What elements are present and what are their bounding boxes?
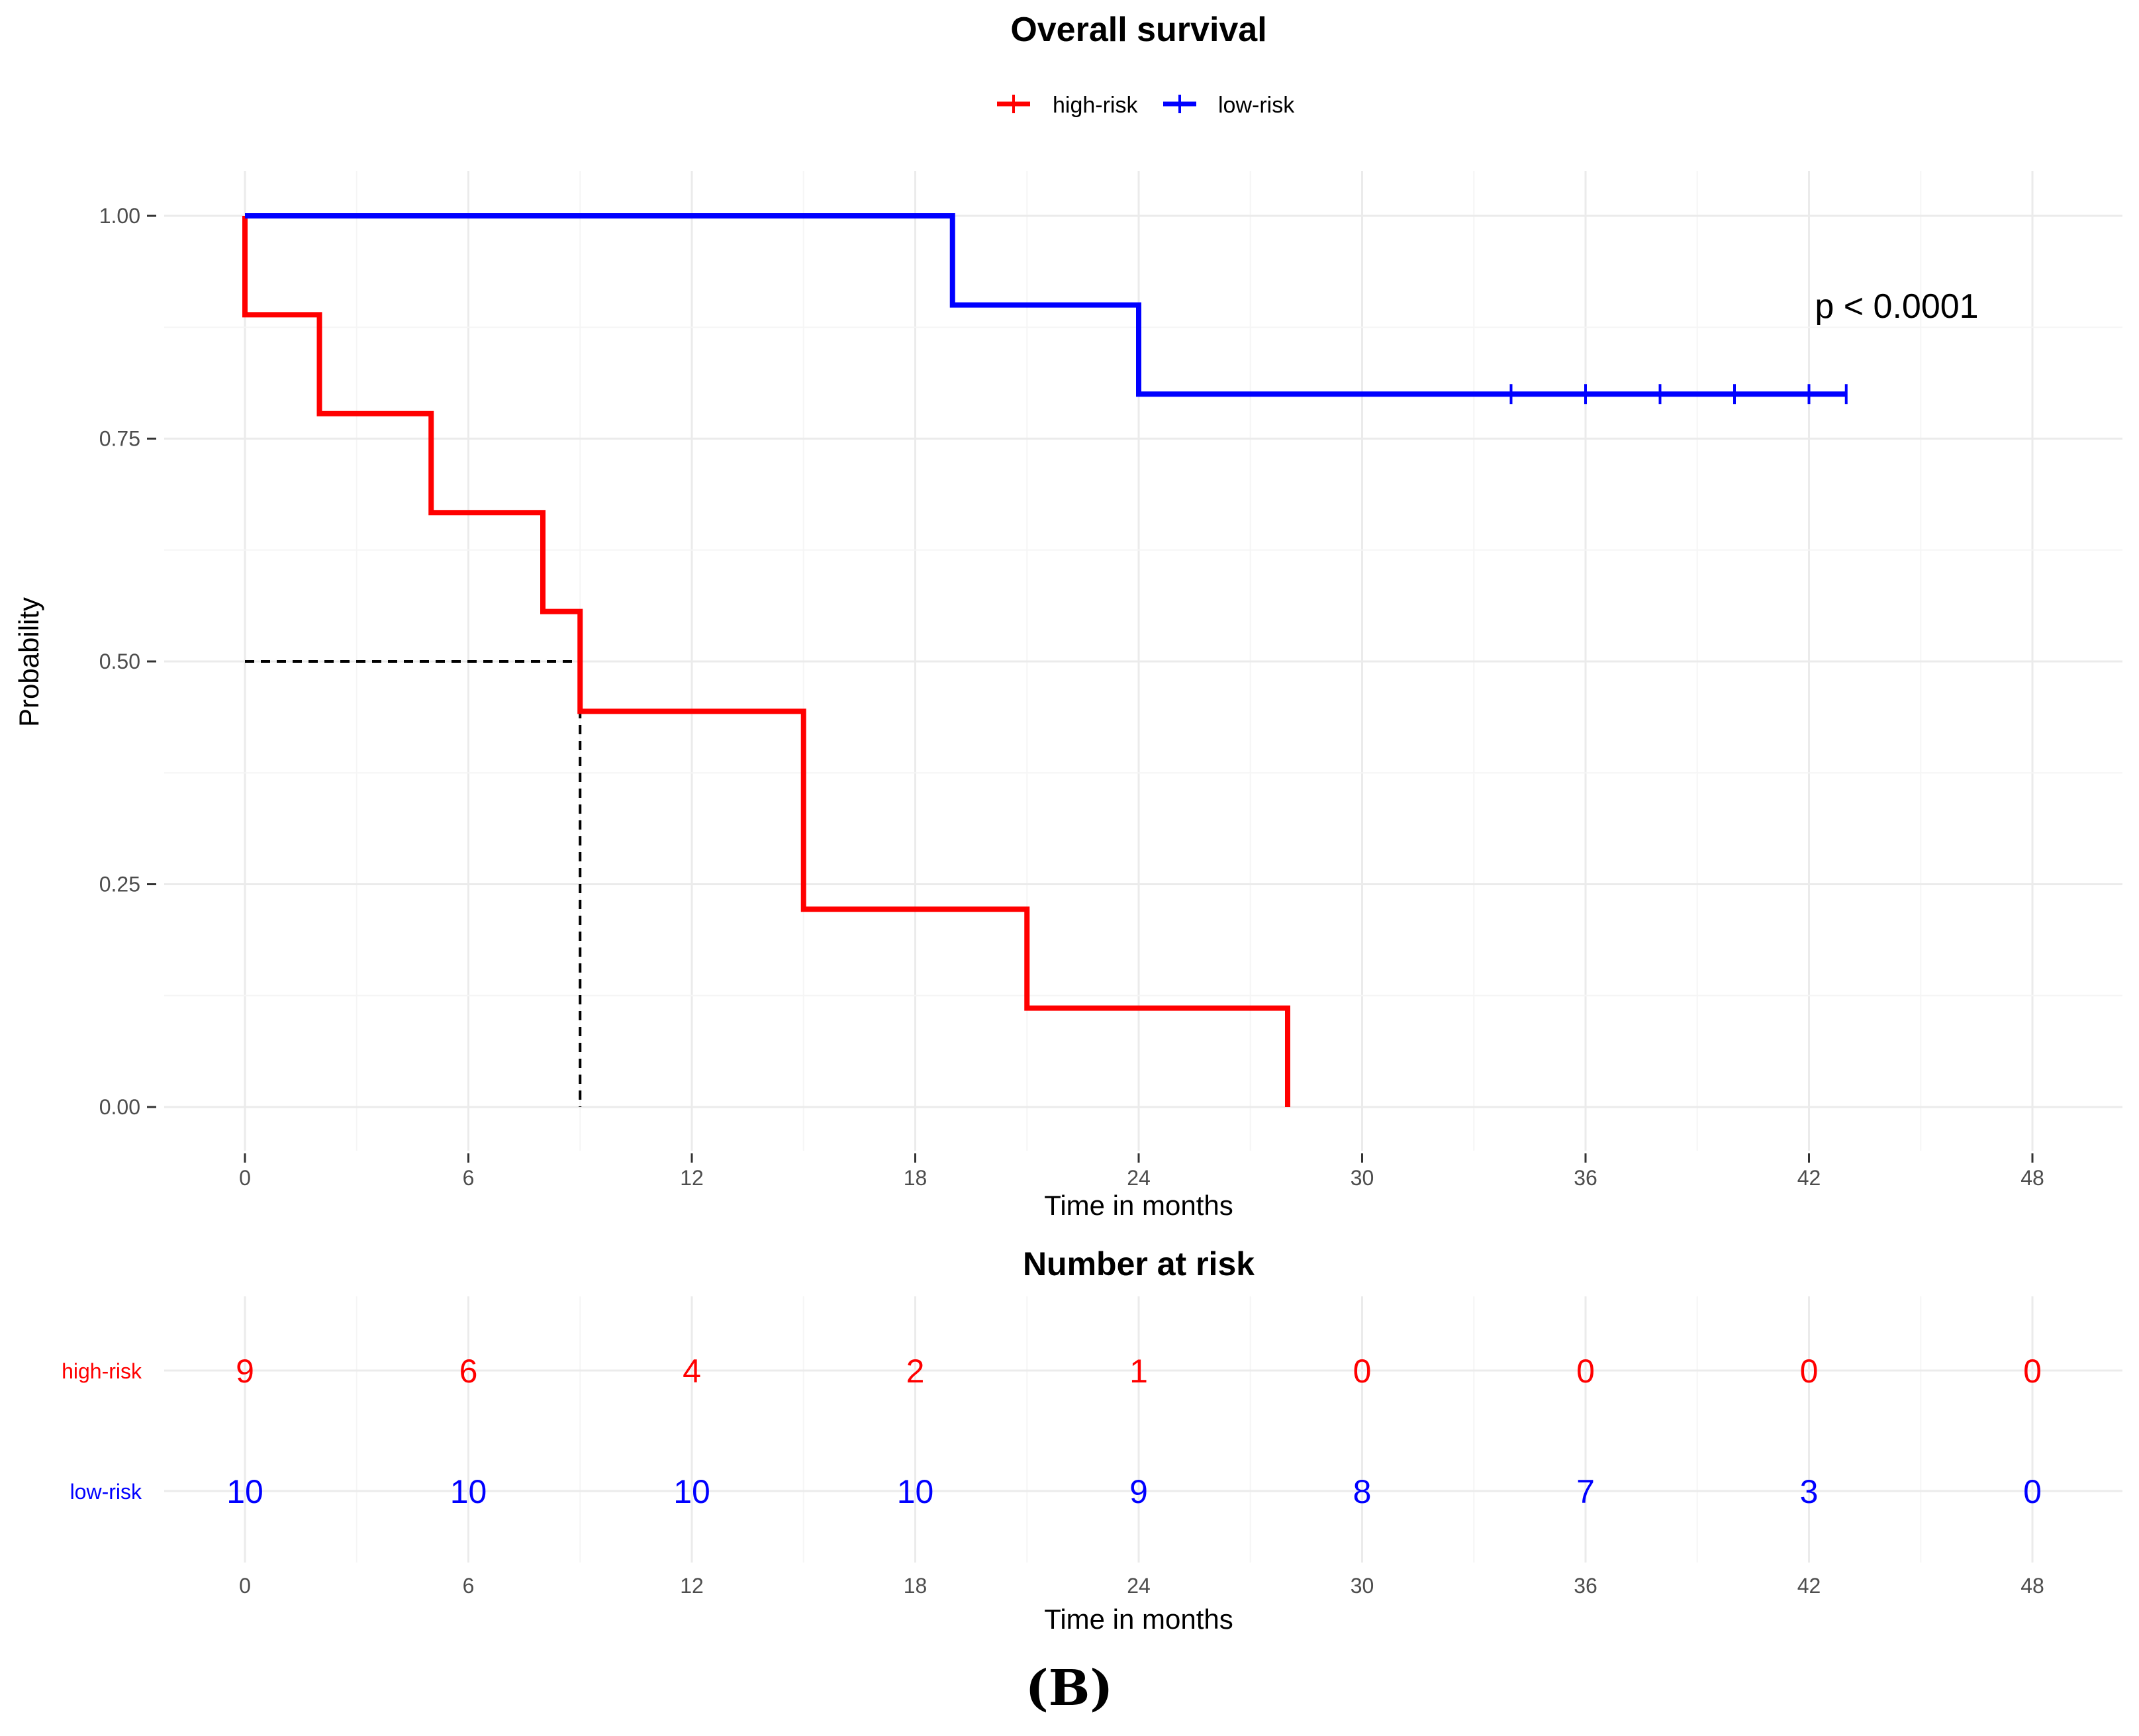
risk-count-low-risk: 8 xyxy=(1353,1473,1372,1510)
risk-count-low-risk: 10 xyxy=(673,1473,710,1510)
legend-label-low-risk: low-risk xyxy=(1218,93,1295,118)
km-series xyxy=(242,213,1848,1107)
risk-count-high-risk: 9 xyxy=(236,1353,254,1390)
risk-count-low-risk: 0 xyxy=(2023,1473,2042,1510)
risk-count-high-risk: 1 xyxy=(1129,1353,1148,1390)
risk-x-tick-label: 42 xyxy=(1797,1574,1821,1598)
y-tick-label: 0.50 xyxy=(99,650,140,673)
risk-x-tick-label: 30 xyxy=(1351,1574,1374,1598)
risk-count-low-risk: 10 xyxy=(450,1473,487,1510)
km-title: Overall survival xyxy=(1010,11,1266,49)
legend: high-risk low-risk xyxy=(997,93,1295,118)
risk-table-grid xyxy=(164,1296,2122,1563)
km-grid xyxy=(164,171,2122,1151)
risk-count-low-risk: 9 xyxy=(1129,1473,1148,1510)
risk-row-label-high-risk: high-risk xyxy=(62,1359,142,1383)
risk-x-tick-label: 0 xyxy=(239,1574,251,1598)
x-tick-label: 6 xyxy=(463,1166,475,1190)
risk-table-x-axis: 0 6 12 18 24 30 36 42 48 xyxy=(239,1574,2044,1598)
risk-count-low-risk: 10 xyxy=(897,1473,934,1510)
risk-x-tick-label: 12 xyxy=(680,1574,704,1598)
y-tick-label: 0.00 xyxy=(99,1095,140,1119)
p-value-annotation: p < 0.0001 xyxy=(1815,287,1978,326)
risk-count-high-risk: 0 xyxy=(1353,1353,1372,1390)
risk-table-title: Number at risk xyxy=(1023,1245,1255,1282)
x-tick-label: 12 xyxy=(680,1166,704,1190)
risk-count-high-risk: 0 xyxy=(2023,1353,2042,1390)
risk-count-low-risk: 10 xyxy=(226,1473,263,1510)
legend-label-high-risk: high-risk xyxy=(1053,93,1138,118)
x-tick-label: 48 xyxy=(2020,1166,2044,1190)
risk-count-high-risk: 0 xyxy=(1576,1353,1595,1390)
x-tick-label: 42 xyxy=(1797,1166,1821,1190)
km-curve-high-risk xyxy=(242,216,1290,1107)
panel-label: (B) xyxy=(1025,1660,1114,1717)
risk-count-high-risk: 4 xyxy=(683,1353,701,1390)
risk-count-low-risk: 7 xyxy=(1576,1473,1595,1510)
km-y-axis-label: Probability xyxy=(13,597,44,727)
risk-x-tick-label: 18 xyxy=(904,1574,927,1598)
risk-count-high-risk: 6 xyxy=(459,1353,478,1390)
risk-x-tick-label: 24 xyxy=(1127,1574,1151,1598)
risk-count-low-risk: 3 xyxy=(1800,1473,1819,1510)
risk-x-tick-label: 48 xyxy=(2020,1574,2044,1598)
y-tick-label: 1.00 xyxy=(99,204,140,228)
km-curve-low-risk xyxy=(245,213,1846,397)
x-tick-label: 0 xyxy=(239,1166,251,1190)
risk-count-high-risk: 2 xyxy=(906,1353,925,1390)
risk-x-tick-label: 6 xyxy=(463,1574,475,1598)
km-y-axis: 0.00 0.25 0.50 0.75 1.00 xyxy=(99,204,156,1119)
x-tick-label: 30 xyxy=(1351,1166,1374,1190)
median-survival-lines xyxy=(245,660,582,1107)
km-x-axis-label: Time in months xyxy=(1044,1190,1233,1221)
y-tick-label: 0.75 xyxy=(99,427,140,451)
x-tick-label: 24 xyxy=(1127,1166,1151,1190)
risk-table-x-axis-label: Time in months xyxy=(1044,1604,1233,1635)
x-tick-label: 36 xyxy=(1574,1166,1597,1190)
y-tick-label: 0.25 xyxy=(99,873,140,896)
x-tick-label: 18 xyxy=(904,1166,927,1190)
risk-row-label-low-risk: low-risk xyxy=(70,1480,142,1504)
risk-x-tick-label: 36 xyxy=(1574,1574,1597,1598)
km-x-axis: 0 6 12 18 24 30 36 42 48 xyxy=(239,1153,2044,1190)
risk-count-high-risk: 0 xyxy=(1800,1353,1819,1390)
